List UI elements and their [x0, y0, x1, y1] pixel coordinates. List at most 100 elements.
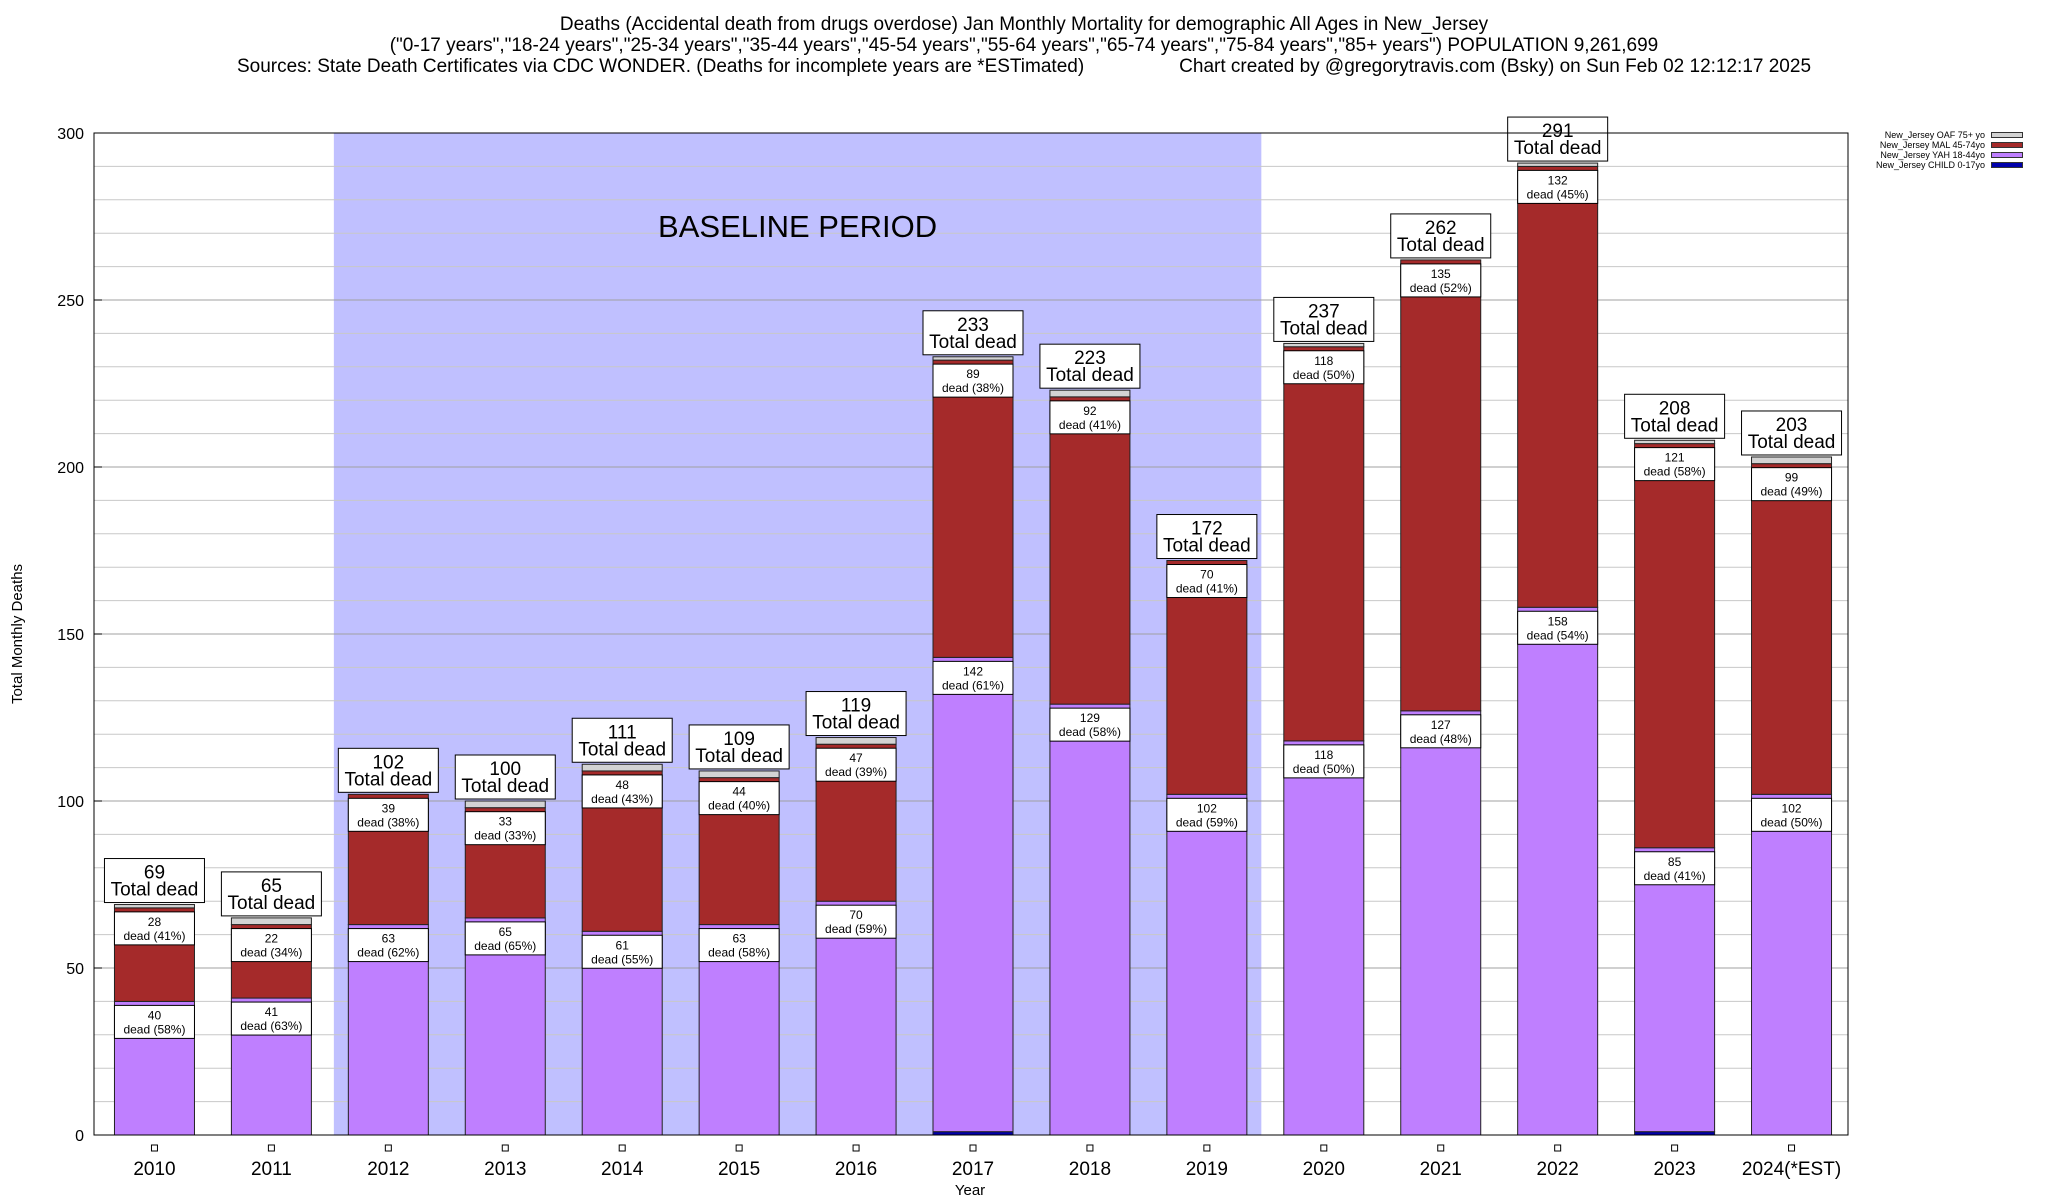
segment-label: 132	[1548, 173, 1568, 187]
legend-item: New_Jersey OAF 75+ yo	[1876, 130, 2024, 140]
segment-label: dead (38%)	[357, 815, 419, 829]
total-suffix: Total dead	[228, 893, 316, 914]
segment-label: dead (52%)	[1410, 281, 1472, 295]
segment-label-box	[932, 363, 1014, 398]
segment-label: 102	[1197, 801, 1217, 815]
x-tick-marker	[1554, 1144, 1562, 1152]
segment-label-box	[1634, 447, 1716, 482]
segment-label-box	[464, 921, 546, 956]
segment-label: dead (59%)	[1176, 815, 1238, 829]
x-tick-marker	[735, 1144, 743, 1152]
segment-label-box	[1751, 797, 1833, 832]
segment-label: dead (41%)	[1644, 869, 1706, 883]
bar-segment-yah	[1283, 740, 1365, 1136]
segment-label: 47	[849, 751, 863, 765]
segment-label: dead (58%)	[1644, 465, 1706, 479]
segment-label-box	[1283, 350, 1365, 385]
legend-label: New_Jersey CHILD 0-17yo	[1876, 160, 1986, 170]
total-label-box	[1039, 343, 1141, 389]
total-suffix: Total dead	[1046, 365, 1134, 386]
segment-label: 129	[1080, 711, 1100, 725]
segment-label-box	[1634, 851, 1716, 886]
segment-label: dead (43%)	[591, 792, 653, 806]
segment-label: 40	[148, 1008, 162, 1022]
segment-label: 118	[1314, 354, 1333, 368]
segment-label-box	[347, 797, 429, 832]
total-label-box	[220, 871, 322, 917]
segment-label-box	[815, 747, 897, 782]
total-value: 172	[1191, 519, 1223, 540]
total-value: 223	[1074, 348, 1106, 369]
legend-item: New_Jersey CHILD 0-17yo	[1876, 160, 2024, 170]
segment-label: dead (50%)	[1293, 368, 1355, 382]
total-label-box	[103, 858, 205, 904]
total-suffix: Total dead	[1748, 432, 1836, 453]
segment-label: dead (41%)	[1176, 582, 1238, 596]
legend-swatch	[1991, 152, 2024, 158]
x-tick-label: 2010	[133, 1159, 175, 1180]
segment-label: dead (55%)	[591, 952, 653, 966]
x-tick-marker	[1671, 1144, 1679, 1152]
segment-label: 89	[966, 367, 980, 381]
segment-label: dead (34%)	[240, 946, 302, 960]
segment-label: dead (40%)	[708, 799, 770, 813]
segment-label-box	[1049, 707, 1131, 742]
y-tick-label: 250	[57, 293, 84, 310]
bar-segment-oaf	[1517, 162, 1599, 167]
segment-label: dead (39%)	[825, 765, 887, 779]
bar-segment-oaf	[1283, 342, 1365, 348]
total-suffix: Total dead	[1163, 536, 1251, 557]
total-label-box	[571, 717, 673, 763]
segment-label: 63	[732, 932, 746, 946]
segment-label-box	[230, 928, 312, 963]
segment-label: dead (63%)	[240, 1019, 302, 1033]
bar-segment-mal	[1400, 259, 1482, 712]
total-suffix: Total dead	[111, 880, 199, 901]
x-tick-marker	[1320, 1144, 1328, 1152]
x-tick-marker	[150, 1144, 158, 1152]
segment-label: 92	[1083, 404, 1097, 418]
chart-title: Deaths (Accidental death from drugs over…	[559, 14, 1489, 35]
legend-label: New_Jersey MAL 45-74yo	[1879, 140, 1986, 150]
y-tick-label: 200	[57, 460, 84, 477]
segment-label-box	[1283, 744, 1365, 779]
x-tick-marker	[1203, 1144, 1211, 1152]
segment-label: dead (33%)	[474, 829, 536, 843]
segment-label: 39	[382, 801, 396, 815]
segment-label: dead (49%)	[1761, 485, 1823, 499]
x-tick-marker	[1788, 1144, 1796, 1152]
segment-label: 41	[265, 1005, 279, 1019]
x-tick-marker	[1437, 1144, 1445, 1152]
total-suffix: Total dead	[1514, 138, 1602, 159]
bar-segment-child	[1634, 1131, 1716, 1136]
bar-segment-yah	[1166, 793, 1248, 1136]
segment-label: dead (62%)	[357, 946, 419, 960]
total-value: 109	[723, 729, 755, 750]
bar-segment-oaf	[230, 917, 312, 926]
legend-swatch	[1991, 132, 2024, 138]
total-label-box	[688, 724, 790, 770]
segment-label-box	[1517, 610, 1599, 645]
total-value: 208	[1659, 398, 1691, 419]
segment-label: 28	[148, 915, 162, 929]
x-tick-marker	[969, 1144, 977, 1152]
total-value: 111	[608, 722, 637, 743]
total-value: 69	[144, 863, 165, 884]
segment-label-box	[113, 911, 195, 946]
segment-label-box	[347, 928, 429, 963]
x-tick-label: 2022	[1537, 1159, 1579, 1180]
segment-label: dead (59%)	[825, 922, 887, 936]
segment-label-box	[464, 811, 546, 846]
segment-label: 70	[1200, 568, 1214, 582]
x-tick-label: 2014	[601, 1159, 644, 1180]
total-value: 119	[841, 696, 871, 717]
total-label-box	[1390, 213, 1492, 259]
segment-label: dead (45%)	[1527, 187, 1589, 201]
chart-title-block: Deaths (Accidental death from drugs over…	[0, 14, 2048, 77]
segment-label-box	[1166, 564, 1248, 599]
segment-label: 22	[265, 932, 279, 946]
segment-label: dead (58%)	[708, 946, 770, 960]
bar-segment-yah	[1634, 847, 1716, 1133]
segment-label: dead (41%)	[1059, 418, 1121, 432]
segment-label-box	[1517, 169, 1599, 204]
